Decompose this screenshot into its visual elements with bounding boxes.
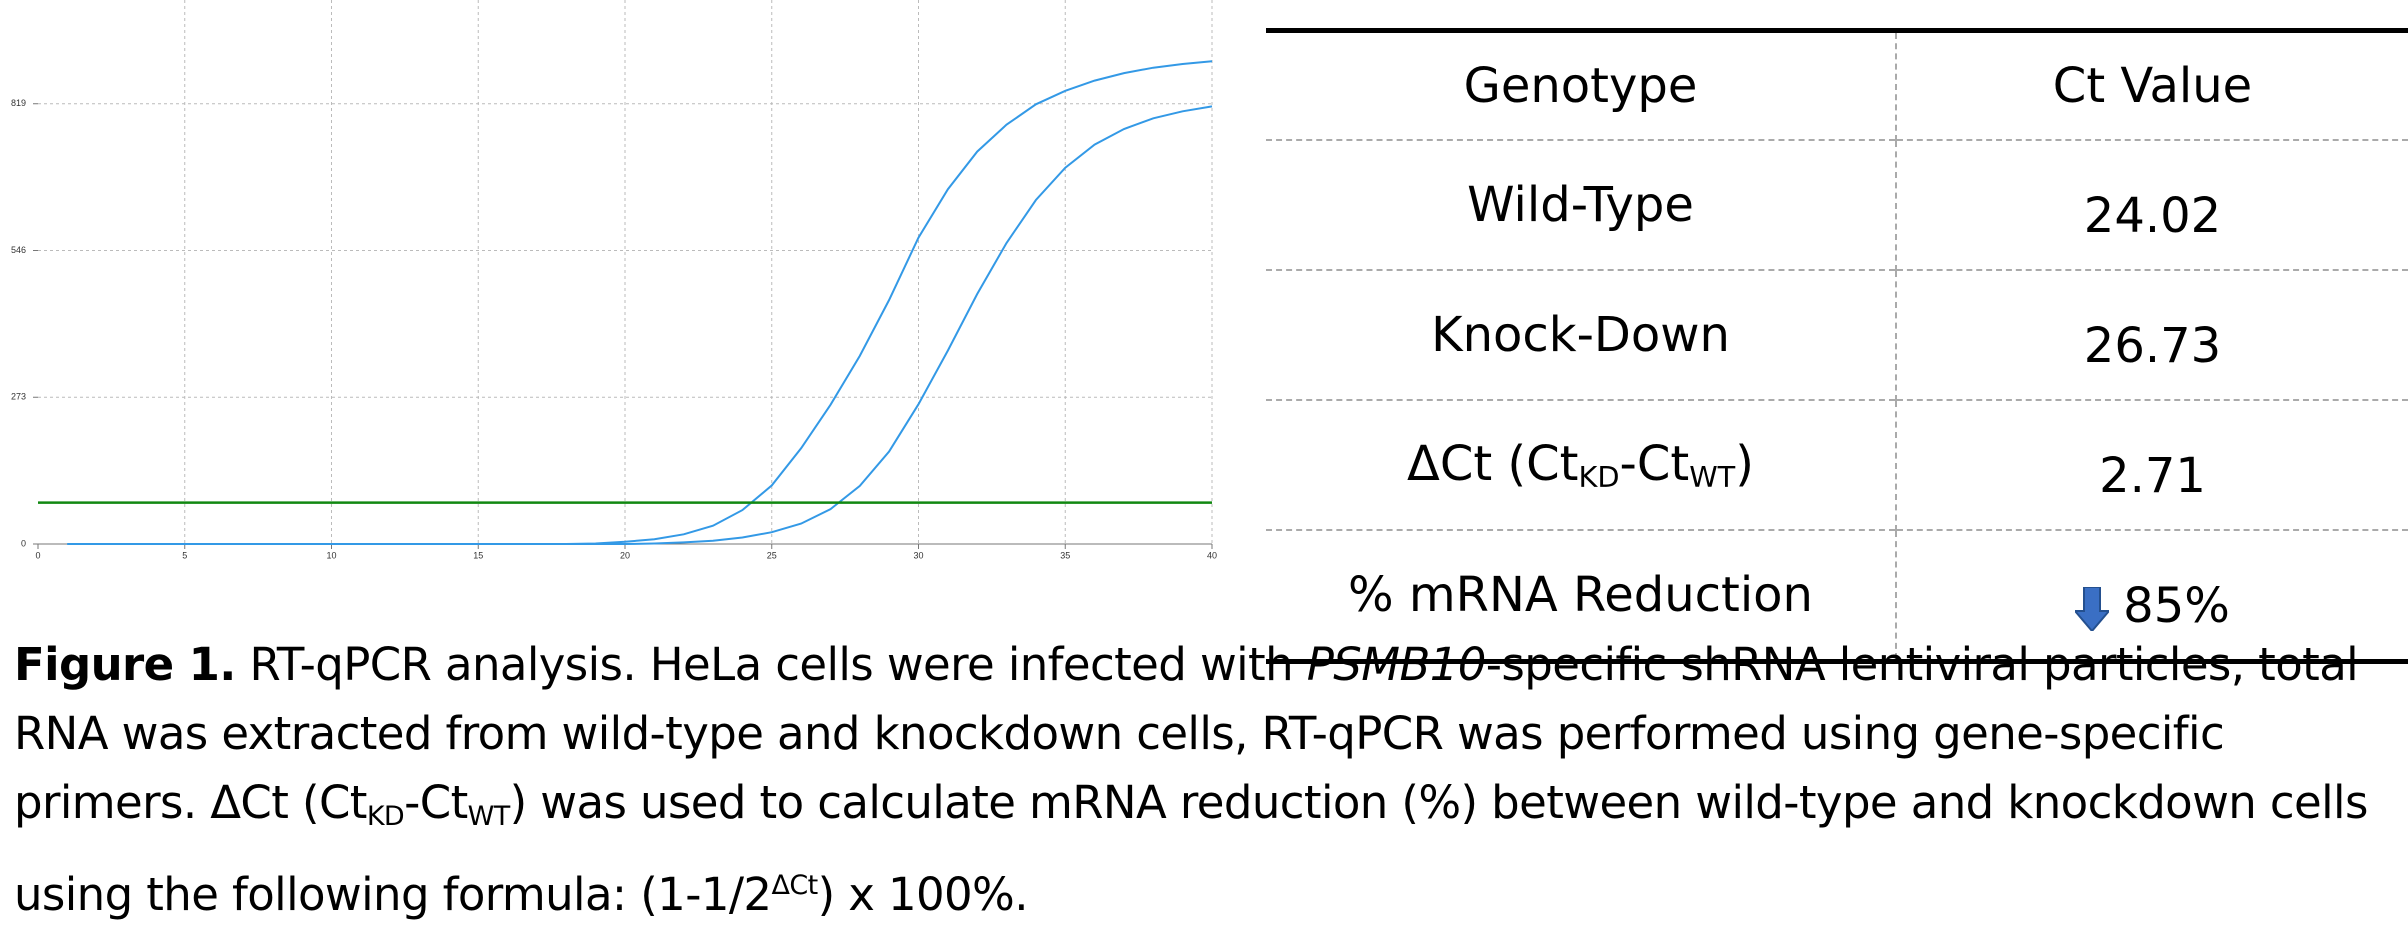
y-tick-label: 0	[21, 538, 26, 548]
text-run: ) was used to calculate mRNA reduction (…	[14, 776, 2368, 921]
table-cell: 85%	[1896, 529, 2408, 664]
x-tick-label: 25	[767, 550, 777, 560]
text-run: Figure 1.	[14, 638, 236, 691]
figure-caption: Figure 1. RT-qPCR analysis. HeLa cells w…	[14, 630, 2404, 929]
text-run: -Ct	[404, 776, 468, 829]
text-run: 2.71	[2099, 448, 2206, 504]
header-cell: Genotype	[1266, 28, 1897, 140]
table-cell: 24.02	[1896, 139, 2408, 270]
text-run: PSMB10	[1306, 638, 1487, 691]
text-run: -specific shRNA lentiviral particles, to…	[14, 638, 2359, 829]
y-tick-label: 546	[11, 245, 26, 255]
text-run: )	[1735, 435, 1755, 492]
text-run: ΔCt (Ct	[1406, 435, 1579, 492]
text-run: 26.73	[2083, 318, 2222, 374]
down-arrow-icon	[2075, 587, 2110, 631]
text-run: % mRNA Reduction	[1348, 567, 1813, 623]
table-row: Knock-Down 26.73	[1266, 269, 2408, 400]
x-tick-label: 0	[35, 550, 40, 560]
amplification-curve	[67, 60, 1213, 545]
x-tick-label: 5	[182, 550, 187, 560]
text-run: ) x 100%.	[817, 867, 1029, 921]
text-run: WT	[467, 800, 511, 832]
x-tick-label: 30	[913, 550, 923, 560]
text-run: KD	[1578, 460, 1620, 495]
text-run: Knock-Down	[1431, 307, 1730, 363]
x-tick-label: 15	[473, 550, 483, 560]
x-tick-label: 20	[620, 550, 630, 560]
table-cell: 2.71	[1896, 399, 2408, 530]
table-cell: % mRNA Reduction	[1266, 529, 1897, 664]
y-tick-label: 273	[11, 392, 26, 402]
table-row: ΔCt (CtKD-CtWT) 2.71	[1266, 399, 2408, 530]
header-cell: Ct Value	[1896, 28, 2408, 140]
table-row: Wild-Type 24.02	[1266, 139, 2408, 270]
text-run: -Ct	[1619, 435, 1690, 492]
table-cell: ΔCt (CtKD-CtWT)	[1266, 399, 1897, 530]
text-run: Wild-Type	[1467, 177, 1694, 233]
text-run: 24.02	[2083, 188, 2222, 244]
results-table: Genotype Ct Value Wild-Type 24.02 Knock-Down…	[1266, 28, 2408, 664]
text-run: 85%	[2123, 578, 2230, 634]
chart: 0 273 546 819 0 5 10 15 20 25 30 35 40	[11, 0, 1217, 560]
table-cell: 26.73	[1896, 269, 2408, 400]
x-tick-label: 35	[1060, 550, 1070, 560]
table-cell: Wild-Type	[1266, 139, 1897, 270]
amplification-curve	[67, 105, 1213, 545]
header-row: Genotype Ct Value	[1266, 28, 2408, 140]
table-cell: Knock-Down	[1266, 269, 1897, 400]
text-run: WT	[1689, 460, 1736, 495]
x-tick-label: 40	[1207, 550, 1217, 560]
text-run: RT-qPCR analysis. HeLa cells were infect…	[235, 638, 1307, 691]
text-run: ΔCt	[771, 869, 818, 901]
text-run: KD	[366, 800, 405, 832]
x-tick-label: 10	[326, 550, 336, 560]
y-tick-label: 819	[11, 98, 26, 108]
table-row: % mRNA Reduction 85%	[1266, 529, 2408, 664]
